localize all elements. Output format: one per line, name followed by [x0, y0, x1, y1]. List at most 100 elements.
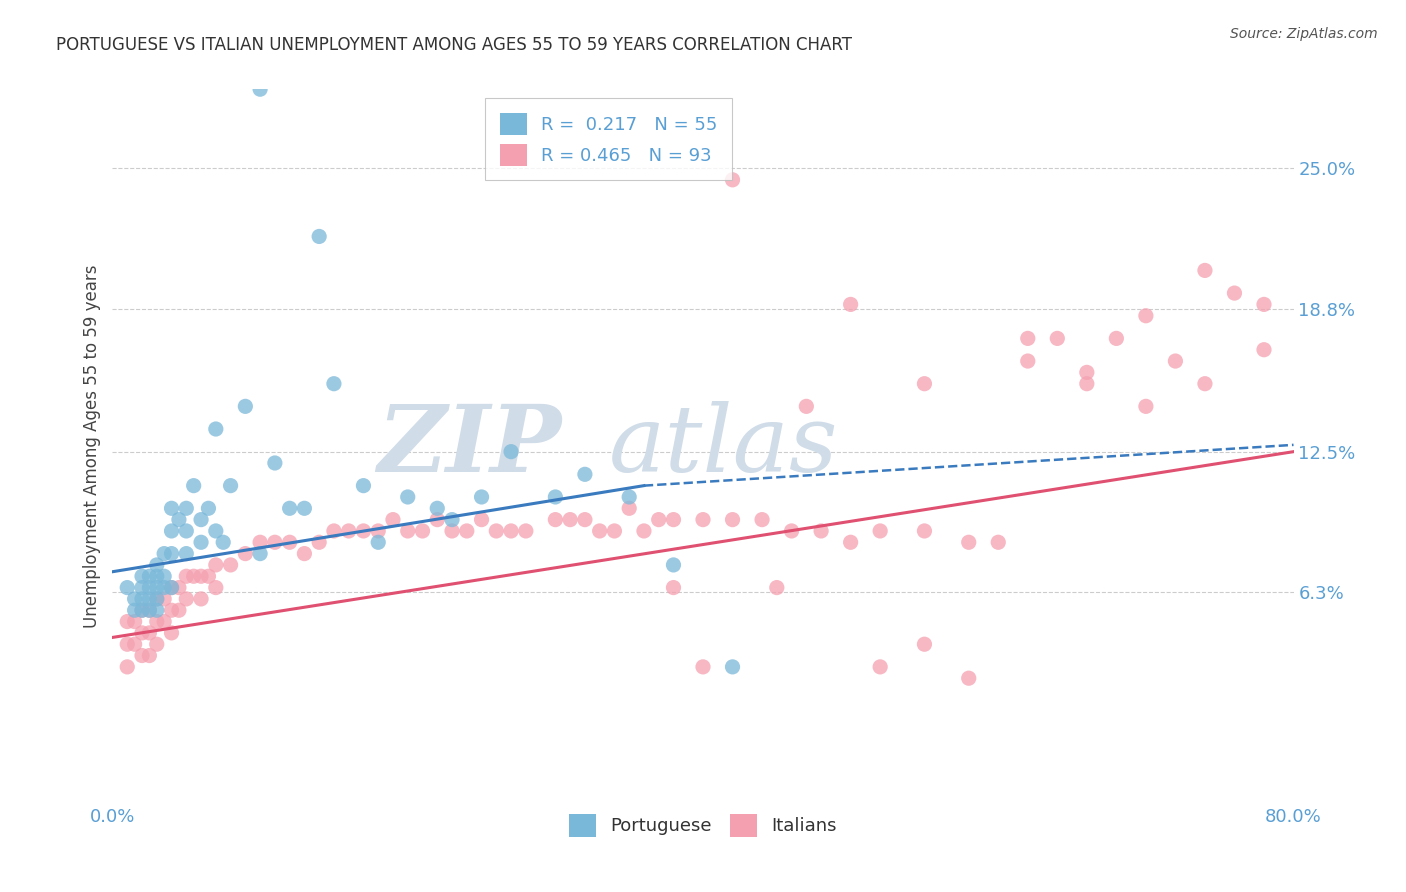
Point [1194, 376, 1216, 391]
Point [441, 524, 464, 538]
Point [153, 615, 176, 629]
Point [396, 524, 419, 538]
Point [619, 501, 641, 516]
Point [292, 547, 315, 561]
Point [619, 490, 641, 504]
Point [205, 422, 228, 436]
Point [146, 591, 169, 606]
Point [138, 603, 160, 617]
Point [426, 513, 449, 527]
Point [264, 535, 287, 549]
Point [588, 524, 610, 538]
Point [914, 376, 936, 391]
Point [190, 535, 212, 549]
Point [662, 581, 685, 595]
Point [219, 558, 242, 572]
Point [174, 591, 197, 606]
Point [914, 524, 936, 538]
Point [367, 524, 389, 538]
Point [1253, 343, 1275, 357]
Point [146, 569, 169, 583]
Point [138, 626, 160, 640]
Point [780, 524, 803, 538]
Point [131, 603, 153, 617]
Point [987, 535, 1010, 549]
Point [205, 558, 228, 572]
Point [869, 660, 891, 674]
Point [197, 501, 219, 516]
Point [957, 671, 980, 685]
Point [869, 524, 891, 538]
Point [308, 535, 330, 549]
Point [501, 524, 523, 538]
Point [308, 229, 330, 244]
Point [124, 637, 146, 651]
Legend: Portuguese, Italians: Portuguese, Italians [562, 807, 844, 844]
Text: Source: ZipAtlas.com: Source: ZipAtlas.com [1230, 27, 1378, 41]
Point [914, 637, 936, 651]
Point [1076, 365, 1098, 379]
Point [124, 615, 146, 629]
Y-axis label: Unemployment Among Ages 55 to 59 years: Unemployment Among Ages 55 to 59 years [83, 264, 101, 628]
Point [131, 648, 153, 663]
Point [1017, 331, 1039, 345]
Point [662, 558, 685, 572]
Point [839, 535, 862, 549]
Point [131, 626, 153, 640]
Point [146, 637, 169, 651]
Point [323, 524, 346, 538]
Point [515, 524, 537, 538]
Point [167, 603, 190, 617]
Point [721, 513, 744, 527]
Point [323, 376, 346, 391]
Point [1017, 354, 1039, 368]
Point [174, 569, 197, 583]
Text: ZIP: ZIP [377, 401, 561, 491]
Text: PORTUGUESE VS ITALIAN UNEMPLOYMENT AMONG AGES 55 TO 59 YEARS CORRELATION CHART: PORTUGUESE VS ITALIAN UNEMPLOYMENT AMONG… [56, 36, 852, 54]
Point [146, 558, 169, 572]
Point [117, 615, 138, 629]
Point [633, 524, 655, 538]
Point [810, 524, 832, 538]
Point [1046, 331, 1069, 345]
Point [197, 569, 219, 583]
Point [249, 535, 271, 549]
Point [131, 569, 153, 583]
Point [174, 547, 197, 561]
Point [153, 591, 176, 606]
Point [174, 524, 197, 538]
Point [174, 501, 197, 516]
Point [205, 581, 228, 595]
Point [146, 591, 169, 606]
Point [1253, 297, 1275, 311]
Point [249, 547, 271, 561]
Point [190, 569, 212, 583]
Point [233, 547, 256, 561]
Point [721, 173, 744, 187]
Point [426, 501, 449, 516]
Point [131, 603, 153, 617]
Point [396, 490, 419, 504]
Point [160, 603, 183, 617]
Point [574, 513, 596, 527]
Point [183, 478, 205, 492]
Point [411, 524, 433, 538]
Point [146, 615, 169, 629]
Point [692, 660, 714, 674]
Point [153, 547, 176, 561]
Point [153, 569, 176, 583]
Point [138, 648, 160, 663]
Point [146, 603, 169, 617]
Point [1076, 376, 1098, 391]
Point [1164, 354, 1187, 368]
Point [278, 535, 301, 549]
Point [839, 297, 862, 311]
Point [470, 490, 494, 504]
Point [124, 603, 146, 617]
Point [124, 591, 146, 606]
Point [751, 513, 773, 527]
Point [160, 501, 183, 516]
Point [1223, 286, 1246, 301]
Point [117, 581, 138, 595]
Point [138, 591, 160, 606]
